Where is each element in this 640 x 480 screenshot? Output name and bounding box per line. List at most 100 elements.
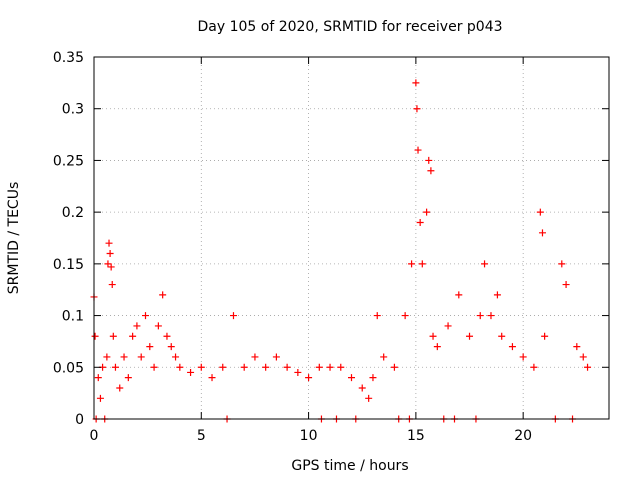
data-point (412, 79, 420, 87)
data-point (129, 332, 137, 340)
chart-title: Day 105 of 2020, SRMTID for receiver p04… (197, 19, 502, 35)
data-point (508, 343, 516, 351)
data-point (229, 312, 237, 320)
data-point (146, 343, 154, 351)
data-point (373, 312, 381, 320)
data-point (413, 105, 421, 113)
data-point (109, 332, 117, 340)
data-point (107, 263, 115, 271)
data-point (538, 229, 546, 237)
data-point (401, 312, 409, 320)
data-point (493, 291, 501, 299)
data-point (103, 353, 111, 361)
x-tick-label: 5 (197, 428, 206, 444)
data-point (562, 281, 570, 289)
data-point (120, 353, 128, 361)
data-point (365, 394, 373, 402)
data-point (108, 281, 116, 289)
data-point (272, 353, 280, 361)
data-point (425, 156, 433, 164)
data-point (466, 332, 474, 340)
data-point (433, 343, 441, 351)
data-point (476, 312, 484, 320)
data-point (104, 260, 112, 268)
data-point (487, 312, 495, 320)
data-point (423, 208, 431, 216)
y-tick-label: 0.1 (62, 309, 84, 325)
data-point (536, 208, 544, 216)
data-point (106, 250, 114, 258)
x-tick-label: 15 (407, 428, 425, 444)
data-point (326, 363, 334, 371)
data-point (584, 363, 592, 371)
data-point (369, 374, 377, 382)
data-point (305, 374, 313, 382)
data-point (283, 363, 291, 371)
data-point (96, 394, 104, 402)
y-tick-label: 0.05 (53, 360, 84, 376)
data-point (390, 363, 398, 371)
y-tick-label: 0 (75, 412, 84, 428)
data-point (414, 146, 422, 154)
data-point (133, 322, 141, 330)
y-tick-label: 0.2 (62, 205, 84, 221)
data-point (154, 322, 162, 330)
data-point (150, 363, 158, 371)
data-point (444, 322, 452, 330)
grid-lines (94, 57, 609, 419)
data-point (427, 167, 435, 175)
data-point (337, 363, 345, 371)
data-point (408, 260, 416, 268)
data-point (116, 384, 124, 392)
data-point (240, 363, 248, 371)
data-point (262, 363, 270, 371)
data-point (380, 353, 388, 361)
y-tick-label: 0.25 (53, 153, 84, 169)
data-point (498, 332, 506, 340)
plot-frame (93, 56, 610, 420)
data-point (294, 368, 302, 376)
x-tick-label: 20 (514, 428, 532, 444)
x-tick-label: 0 (90, 428, 99, 444)
data-point (579, 353, 587, 361)
data-point (94, 374, 102, 382)
y-tick-label: 0.3 (62, 102, 84, 118)
y-tick-label: 0.35 (53, 50, 84, 66)
x-tick-label: 10 (300, 428, 318, 444)
data-point (176, 363, 184, 371)
data-point (519, 353, 527, 361)
data-point (573, 343, 581, 351)
data-point (159, 291, 167, 299)
data-point (251, 353, 259, 361)
data-point (137, 353, 145, 361)
data-point (219, 363, 227, 371)
data-point (111, 363, 119, 371)
data-point (481, 260, 489, 268)
data-point (163, 332, 171, 340)
data-point (315, 363, 323, 371)
data-point (416, 218, 424, 226)
data-point (167, 343, 175, 351)
data-point (541, 332, 549, 340)
data-point (429, 332, 437, 340)
axis-ticks: 0 0.05 0.1 0.15 0.2 0.25 0.3 0.35 0 5 10 15 20 (53, 50, 609, 444)
data-point (530, 363, 538, 371)
data-point (358, 384, 366, 392)
data-point (455, 291, 463, 299)
data-point (105, 239, 113, 247)
data-point (91, 332, 99, 340)
y-tick-label: 0.15 (53, 257, 84, 273)
data-point (124, 374, 132, 382)
x-axis-label: GPS time / hours (291, 458, 408, 474)
data-point (208, 374, 216, 382)
y-axis-label: SRMTID / TECUs (6, 182, 22, 295)
data-point (142, 312, 149, 320)
data-point (172, 353, 180, 361)
data-point (558, 260, 566, 268)
data-point (187, 368, 195, 376)
data-point (418, 260, 426, 268)
data-point (197, 363, 205, 371)
data-point (348, 374, 355, 382)
